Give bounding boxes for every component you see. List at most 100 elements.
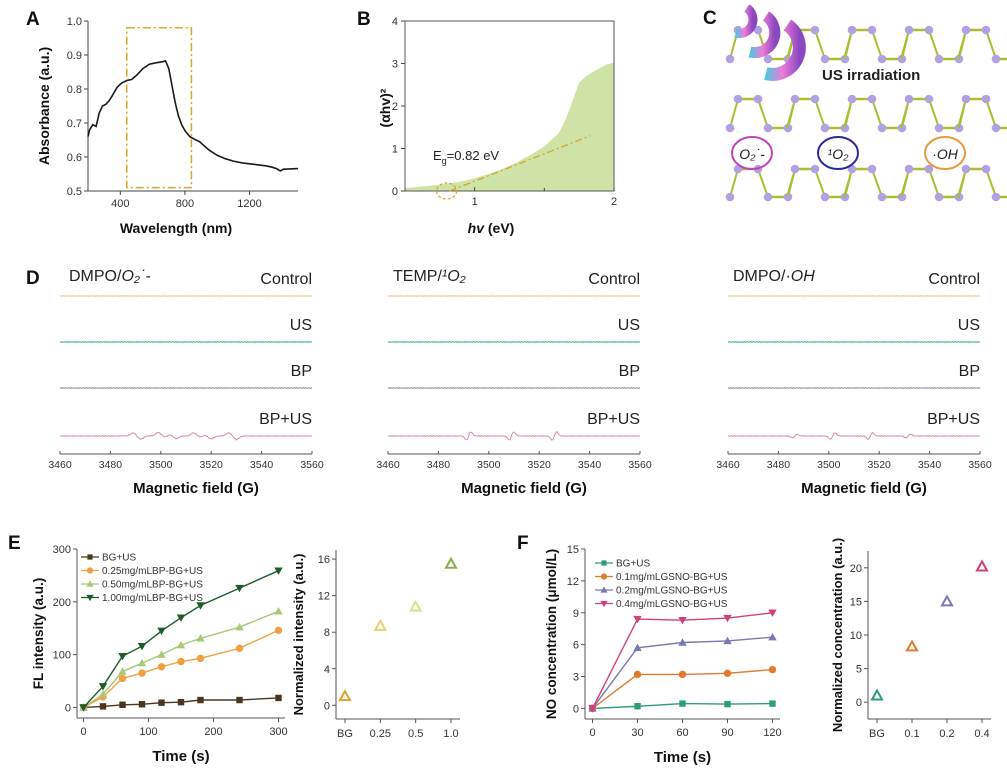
epr-trace-label: US — [958, 317, 980, 334]
phosphorus-atom — [991, 123, 1001, 133]
epr-trace-label: BP — [619, 363, 640, 380]
data-point — [338, 689, 352, 702]
x-tick-label: 3520 — [868, 459, 892, 471]
data-point — [678, 638, 687, 646]
x-tick-label: 120 — [763, 727, 781, 739]
data-point — [236, 696, 243, 704]
bond — [814, 98, 826, 129]
phosphorus-atom — [820, 123, 830, 133]
data-point — [118, 653, 127, 661]
bond — [843, 168, 853, 198]
phosphorus-atom — [790, 94, 800, 104]
phosphorus-atom — [904, 25, 914, 35]
data-point — [723, 636, 732, 645]
epr-trace — [387, 341, 641, 343]
species-label: O₂˙- — [739, 146, 765, 162]
bond — [814, 168, 826, 198]
data-point — [724, 700, 731, 708]
phosphorus-atom — [763, 54, 773, 64]
data-point — [235, 644, 244, 652]
bond — [900, 98, 910, 129]
data-point — [98, 683, 108, 691]
data-point — [975, 559, 989, 572]
x-tick-label: 2 — [611, 196, 617, 208]
x-tick-label: 3500 — [477, 459, 501, 471]
bond — [871, 168, 883, 198]
x-tick-label: 0.4 — [974, 728, 989, 740]
epr-trace — [727, 295, 981, 297]
bond — [786, 168, 796, 198]
epr-trace-label: BP+US — [259, 411, 312, 428]
data-point — [274, 626, 283, 635]
bond — [814, 29, 826, 60]
data-point — [634, 703, 641, 710]
phosphorus-atom — [877, 123, 887, 133]
y-tick-label: 0 — [392, 186, 398, 198]
x-tick-label: 0 — [80, 726, 86, 738]
epr-title: DMPO/·OH — [733, 268, 815, 285]
data-point — [157, 663, 166, 671]
bandgap-marker — [435, 182, 458, 200]
data-point — [274, 607, 283, 615]
phosphorus-atom — [820, 54, 830, 64]
legend-marker — [600, 586, 608, 593]
x-tick-label: 3520 — [528, 459, 552, 471]
data-point — [196, 634, 205, 642]
legend-marker — [600, 600, 608, 608]
data-point — [723, 669, 732, 678]
epr-subpanel: TEMP/¹O₂ Control US BP BP+US 3460 3480 3500 3520… — [376, 268, 652, 497]
data-point — [768, 632, 777, 641]
y-tick-label: 1.0 — [67, 16, 82, 28]
bond — [928, 168, 940, 198]
phosphorus-atom — [904, 94, 914, 104]
epr-subpanel: DMPO/O₂˙- Control US BP BP+US 3460 3480 3500 352… — [48, 268, 324, 497]
data-point — [408, 599, 423, 612]
phosphorus-atom — [961, 164, 971, 174]
y-tick-label: 0.8 — [67, 84, 82, 96]
panel-f-no-concentration-chart: 0 3 6 9 12 15 0 30 60 90 120 BG+US 0.1mg/mLGSNO-BG+U… — [544, 544, 782, 766]
data-point — [79, 704, 88, 712]
y-tick-label: 200 — [53, 597, 71, 609]
x-tick-label: 3560 — [300, 459, 324, 471]
panel-e-normalized-intensity-chart: 0 4 8 12 16 BG 0.25 0.5 1.0 Normalized intensity … — [291, 550, 460, 740]
y-tick-label: 0 — [573, 703, 579, 715]
data-point — [118, 667, 127, 675]
data-point — [633, 615, 642, 624]
data-point — [197, 696, 204, 704]
tauc-area — [405, 62, 614, 192]
ultrasound-wave — [734, 4, 758, 39]
phosphorus-atom — [877, 192, 887, 202]
y-tick-label: 9 — [573, 608, 579, 620]
y-tick-label: 15 — [567, 544, 579, 556]
data-point — [633, 670, 642, 679]
phosphorus-atom — [981, 25, 991, 35]
series-1: 0.25mg/mLBP-BG+US — [79, 566, 283, 712]
legend-label: 0.2mg/mLGSNO-BG+US — [616, 586, 728, 597]
x-tick-label: 3560 — [628, 459, 652, 471]
epr-trace — [727, 387, 981, 389]
y-tick-label: 0.6 — [67, 152, 82, 164]
data-point — [768, 609, 777, 617]
legend-marker — [86, 567, 94, 574]
legend-marker — [86, 580, 94, 587]
y-tick-label: 16 — [318, 554, 330, 566]
data-point — [138, 701, 146, 708]
phosphorus-atom — [934, 54, 944, 64]
epr-title: TEMP/¹O₂ — [393, 268, 466, 285]
y-tick-label: 6 — [573, 640, 579, 652]
epr-trace-label: Control — [928, 271, 980, 288]
x-tick-label: 0.1 — [904, 728, 919, 740]
phosphorus-atom — [790, 164, 800, 174]
epr-trace — [387, 295, 641, 297]
legend-marker — [600, 573, 608, 580]
species-label: ¹O₂ — [828, 146, 850, 162]
y-tick-label: 2 — [392, 101, 398, 113]
phosphorus-atom — [725, 54, 735, 64]
legend-label: 0.4mg/mLGSNO-BG+US — [616, 599, 728, 610]
y-tick-label: 4 — [324, 664, 330, 676]
series-3: 0.4mg/mLGSNO-BG+US — [588, 599, 777, 713]
x-tick-label: 1200 — [237, 198, 261, 210]
panel-label-b: B — [357, 9, 371, 30]
tangent-line — [449, 135, 591, 192]
